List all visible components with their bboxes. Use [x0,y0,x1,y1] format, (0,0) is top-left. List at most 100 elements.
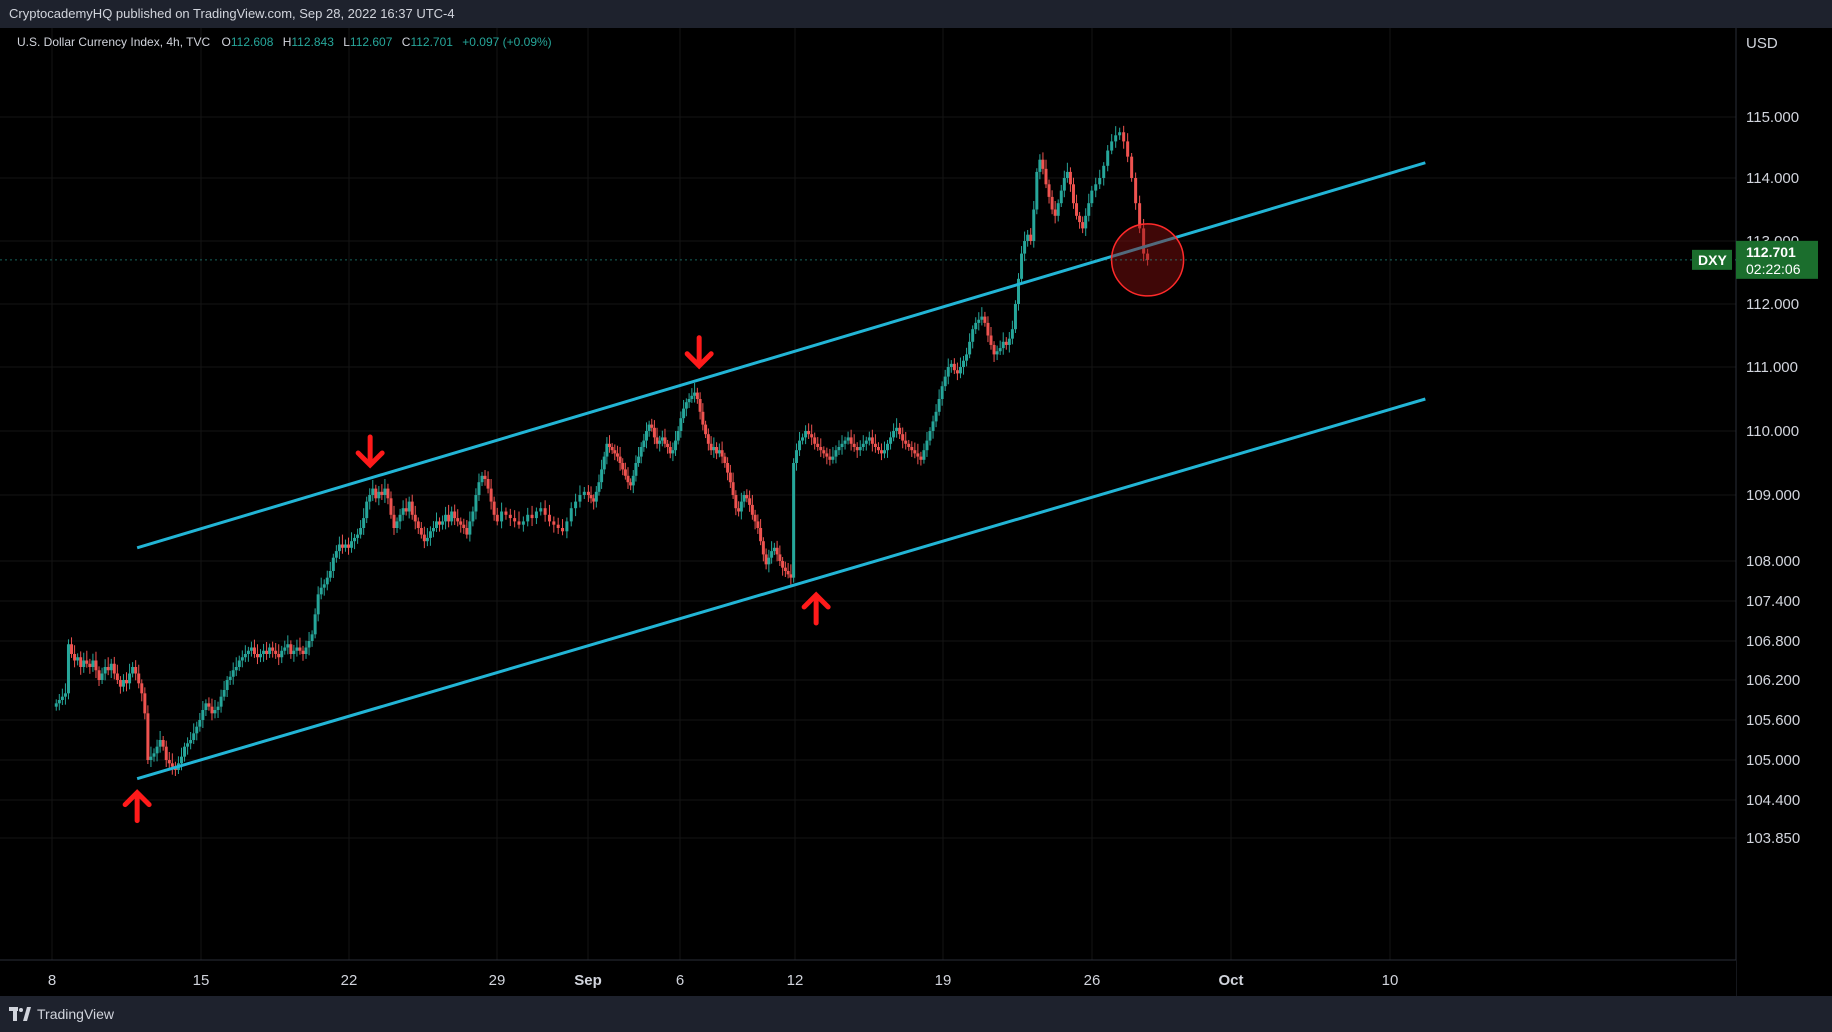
candle-body [474,495,478,512]
price-tick-label: 115.000 [1746,109,1799,126]
candle-body [589,495,593,499]
legend-high-label: H [283,35,292,49]
candle-body [246,650,250,654]
price-chart[interactable]: U.S. Dollar Currency Index, 4h, TVC O112… [0,28,1832,996]
legend-instrument: U.S. Dollar Currency Index, 4h, TVC [17,35,211,49]
candle-body [255,654,259,658]
candle-body [425,537,429,542]
candle-body [334,551,338,558]
time-axis-background[interactable] [0,960,1736,996]
candle-body [986,322,990,336]
candle-body [134,667,138,674]
candle-body [668,447,672,454]
candle-body [843,440,847,444]
candle-body [413,514,417,522]
candle-body [781,561,785,568]
candle-body [605,443,609,457]
candle-body [837,447,841,451]
arrow-down-icon [355,434,385,469]
candle-body [359,528,363,535]
time-tick-label: 22 [341,972,358,989]
candle-body [786,571,790,575]
candle-body [289,644,293,654]
candle-body [652,427,656,438]
candle-body [447,514,451,522]
candle-body [913,450,917,454]
candle-body [615,453,619,457]
candle-body [419,528,423,535]
candle-body [1026,234,1030,241]
candle-body [748,498,752,505]
candle-body [1020,253,1024,279]
time-tick-label: 29 [489,972,506,989]
candle-body [552,521,556,525]
candle-body [259,654,263,658]
candle-body [106,667,110,671]
candle-body [316,594,320,615]
candle-body [204,703,208,710]
candle-body [922,450,926,460]
candle-body [63,693,67,697]
candle-body [600,469,604,483]
channel-line-upper [136,161,1426,550]
candle-body [328,571,332,578]
candle-body [298,647,302,651]
candle-body [91,660,95,667]
time-tick-label: 6 [676,972,684,989]
candle-body [365,501,369,519]
candle-body [237,660,241,667]
candle-body [586,491,590,495]
candle-body [189,740,193,744]
candle-body [513,518,517,522]
candle-body [1118,132,1122,136]
candle-body [277,654,281,658]
candle-body [228,676,232,680]
candle-body [739,501,743,512]
plot-background [0,28,1832,996]
candle-body [561,528,565,532]
candle-body [1122,132,1126,142]
candle-body [54,703,58,707]
candle-body [389,498,393,515]
candle-body [1090,190,1094,204]
price-tick-label: 107.400 [1746,593,1800,610]
candle-body [234,667,238,671]
candle-body [158,740,162,747]
candle-body [252,647,256,654]
candle-body [910,447,914,451]
candle-body [775,547,779,555]
candle-body [1016,278,1020,304]
candle-body [798,440,802,451]
legend-close-label: C [402,35,411,49]
candle-body [383,488,387,495]
price-tag-value: 112.701 [1746,244,1796,260]
candle-body [623,469,627,476]
candle-body [1110,141,1114,151]
candle-body [462,524,466,528]
symbol-tag: DXY [1698,252,1727,268]
candle-body [322,584,326,588]
candle-body [66,644,70,694]
candle-body [674,440,678,451]
candle-body [684,402,688,409]
published-by-text: CryptocademyHQ published on TradingView.… [9,6,455,21]
candle-body [1078,215,1082,223]
price-axis-background[interactable] [1736,28,1832,996]
markers-layer [122,223,1185,824]
candle-body [422,534,426,542]
candle-body [1081,222,1085,229]
legend-open-value: 112.608 [231,35,274,49]
candle-body [989,335,993,345]
candle-body [1138,203,1142,229]
candle-body [639,447,643,457]
candle-body [569,508,573,522]
candle-body [94,660,98,671]
candle-body [949,363,953,367]
candle-body [280,650,284,658]
candle-body [343,544,347,548]
legend-close-value: 112.701 [410,35,453,49]
candle-body [693,392,697,396]
candle-body [331,557,335,571]
candle-body [543,508,547,515]
candle-body [728,472,732,483]
